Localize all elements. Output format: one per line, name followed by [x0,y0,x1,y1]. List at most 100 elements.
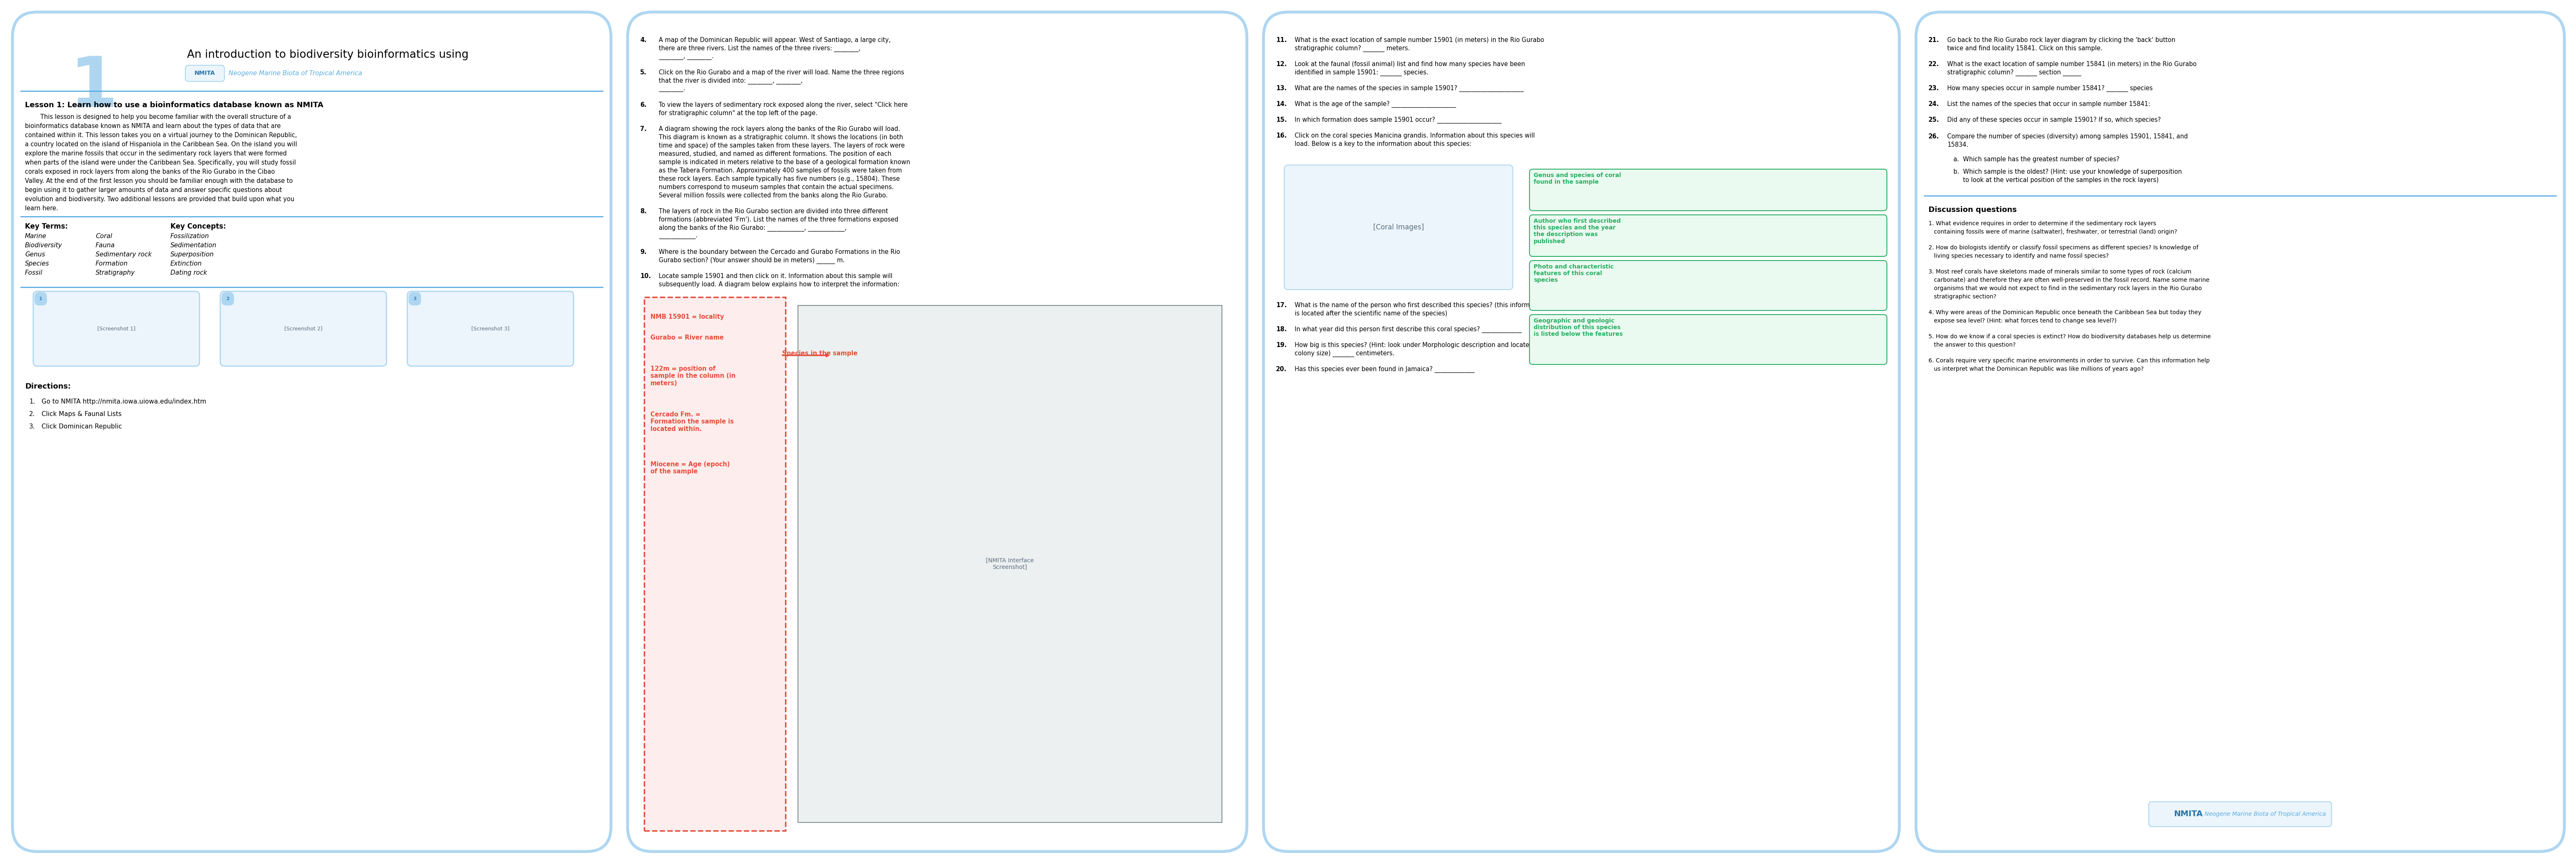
Text: 9.: 9. [639,249,647,255]
Text: Discussion questions: Discussion questions [1929,206,2017,213]
Text: measured, studied, and named as different formations. The position of each: measured, studied, and named as differen… [659,151,891,157]
Text: 4. Why were areas of the Dominican Republic once beneath the Caribbean Sea but t: 4. Why were areas of the Dominican Repub… [1929,309,2202,315]
Text: Gurabo = River name: Gurabo = River name [652,334,724,340]
Text: identified in sample 15901: _______ species.: identified in sample 15901: _______ spec… [1296,69,1427,76]
Text: explore the marine fossils that occur in the sedimentary rock layers that were f: explore the marine fossils that occur in… [26,150,286,156]
Text: evolution and biodiversity. Two additional lessons are provided that build upon : evolution and biodiversity. Two addition… [26,196,294,202]
Text: Locate sample 15901 and then click on it. Information about this sample will: Locate sample 15901 and then click on it… [659,273,891,279]
Text: A map of the Dominican Republic will appear. West of Santiago, a large city,: A map of the Dominican Republic will app… [659,37,891,43]
Text: 1. What evidence requires in order to determine if the sedimentary rock layers: 1. What evidence requires in order to de… [1929,220,2156,226]
Text: The layers of rock in the Rio Gurabo section are divided into three different: The layers of rock in the Rio Gurabo sec… [659,208,889,214]
Text: 4.: 4. [639,37,647,43]
Text: corals exposed in rock layers from along the banks of the Rio Gurabo in the Ciba: corals exposed in rock layers from along… [26,168,276,175]
Text: NMITA: NMITA [2174,810,2202,818]
Text: Did any of these species occur in sample 15901? If so, which species?: Did any of these species occur in sample… [1947,117,2161,123]
Text: 21.: 21. [1929,37,1940,43]
Text: Lesson 1: Learn how to use a bioinformatics database known as NMITA: Lesson 1: Learn how to use a bioinformat… [26,101,325,109]
Text: In what year did this person first describe this coral species? _____________: In what year did this person first descr… [1296,327,1522,333]
Text: How many species occur in sample number 15841? _______ species: How many species occur in sample number … [1947,86,2154,92]
Text: containing fossils were of marine (saltwater), freshwater, or terrestrial (land): containing fossils were of marine (saltw… [1929,229,2177,235]
Text: 1: 1 [39,296,41,301]
Text: 13.: 13. [1275,86,1288,92]
Text: us interpret what the Dominican Republic was like millions of years ago?: us interpret what the Dominican Republic… [1929,366,2143,372]
Text: An introduction to biodiversity bioinformatics using: An introduction to biodiversity bioinfor… [188,49,469,60]
Text: sample is indicated in meters relative to the base of a geological formation kno: sample is indicated in meters relative t… [659,159,909,165]
Text: What is the exact location of sample number 15841 (in meters) in the Rio Gurabo: What is the exact location of sample num… [1947,61,2197,67]
Text: is located after the scientific name of the species): is located after the scientific name of … [1296,310,1448,317]
Text: these rock layers. Each sample typically has five numbers (e.g., 15804). These: these rock layers. Each sample typically… [659,175,899,182]
Text: Species: Species [26,261,49,267]
Text: 23.: 23. [1929,86,1940,92]
Text: Key Concepts:: Key Concepts: [170,223,227,230]
Text: 16.: 16. [1275,132,1288,139]
Text: [NMITA Interface
Screenshot]: [NMITA Interface Screenshot] [987,557,1033,570]
Text: 25.: 25. [1929,117,1940,123]
Text: A diagram showing the rock layers along the banks of the Rio Gurabo will load.: A diagram showing the rock layers along … [659,126,899,132]
Text: What are the names of the species in sample 15901? _____________________: What are the names of the species in sam… [1296,86,1522,92]
FancyBboxPatch shape [629,12,1247,852]
Text: 122m = position of
sample in the column (in
meters): 122m = position of sample in the column … [652,365,737,386]
Text: Click on the coral species Manicina grandis. Information about this species will: Click on the coral species Manicina gran… [1296,132,1535,139]
Text: stratigraphic column? _______ meters.: stratigraphic column? _______ meters. [1296,45,1409,52]
FancyBboxPatch shape [222,291,386,366]
Text: subsequently load. A diagram below explains how to interpret the information:: subsequently load. A diagram below expla… [659,282,899,288]
Text: 2: 2 [227,296,229,301]
Text: 5. How do we know if a coral species is extinct? How do biodiversity databases h: 5. How do we know if a coral species is … [1929,334,2210,340]
Text: to look at the vertical position of the samples in the rock layers): to look at the vertical position of the … [1953,177,2159,183]
Text: Neogene Marine Biota of Tropical America: Neogene Marine Biota of Tropical America [229,70,363,76]
Text: 2. How do biologists identify or classify fossil specimens as different species?: 2. How do biologists identify or classif… [1929,245,2197,251]
Text: when parts of the island were under the Caribbean Sea. Specifically, you will st: when parts of the island were under the … [26,160,296,166]
Text: ____________.: ____________. [659,233,698,239]
Text: numbers correspond to museum samples that contain the actual specimens.: numbers correspond to museum samples tha… [659,184,894,190]
Text: twice and find locality 15841. Click on this sample.: twice and find locality 15841. Click on … [1947,45,2102,52]
Text: Has this species ever been found in Jamaica? _____________: Has this species ever been found in Jama… [1296,366,1473,373]
Text: a country located on the island of Hispaniola in the Caribbean Sea. On the islan: a country located on the island of Hispa… [26,142,296,148]
Text: b.  Which sample is the oldest? (Hint: use your knowledge of superposition: b. Which sample is the oldest? (Hint: us… [1953,168,2182,175]
Text: 12.: 12. [1275,61,1288,67]
Text: 19.: 19. [1275,342,1288,348]
Text: load. Below is a key to the information about this species:: load. Below is a key to the information … [1296,141,1471,147]
Text: [Coral Images]: [Coral Images] [1373,224,1425,231]
Text: [Screenshot 2]: [Screenshot 2] [283,326,322,332]
Text: Formation: Formation [95,261,129,267]
Text: Neogene Marine Biota of Tropical America: Neogene Marine Biota of Tropical America [2202,811,2326,817]
Text: Dating rock: Dating rock [170,270,206,276]
Text: Click Dominican Republic: Click Dominican Republic [41,423,121,429]
Text: 7.: 7. [639,126,647,132]
FancyBboxPatch shape [2148,802,2331,827]
Text: Author who first described
this species and the year
the description was
publish: Author who first described this species … [1533,219,1620,245]
Text: stratigraphic column? _______ section ______: stratigraphic column? _______ section __… [1947,69,2081,76]
Text: time and space) of the samples taken from these layers. The layers of rock were: time and space) of the samples taken fro… [659,143,904,149]
Text: Cercado Fm. =
Formation the sample is
located within.: Cercado Fm. = Formation the sample is lo… [652,411,734,432]
Text: Extinction: Extinction [170,261,201,267]
Text: NMITA: NMITA [196,70,216,76]
Text: 17.: 17. [1275,302,1288,308]
Text: a.  Which sample has the greatest number of species?: a. Which sample has the greatest number … [1953,156,2120,162]
Text: ________, ________.: ________, ________. [659,54,714,60]
FancyBboxPatch shape [407,291,574,366]
Text: 1.: 1. [28,398,36,404]
Text: contained within it. This lesson takes you on a virtual journey to the Dominican: contained within it. This lesson takes y… [26,132,296,138]
Text: [Screenshot 1]: [Screenshot 1] [98,326,137,332]
FancyBboxPatch shape [799,306,1221,823]
Text: Genus: Genus [26,251,46,257]
Text: Compare the number of species (diversity) among samples 15901, 15841, and: Compare the number of species (diversity… [1947,133,2187,140]
Text: ________.: ________. [659,86,685,92]
Text: learn here.: learn here. [26,206,59,212]
Text: Several million fossils were collected from the banks along the Rio Gurabo.: Several million fossils were collected f… [659,193,889,199]
Text: there are three rivers. List the names of the three rivers: ________,: there are three rivers. List the names o… [659,45,860,52]
Text: List the names of the species that occur in sample number 15841:: List the names of the species that occur… [1947,101,2151,107]
Text: 3: 3 [412,296,417,301]
Text: [Screenshot 3]: [Screenshot 3] [471,326,510,332]
Text: carbonate) and therefore they are often well-preserved in the fossil record. Nam: carbonate) and therefore they are often … [1929,277,2210,283]
Text: Species in the sample: Species in the sample [783,350,858,357]
FancyBboxPatch shape [1530,261,1886,310]
Text: 20.: 20. [1275,366,1288,372]
Text: Sedimentation: Sedimentation [170,242,216,249]
Text: This lesson is designed to help you become familiar with the overall structure o: This lesson is designed to help you beco… [26,114,291,120]
Text: 10.: 10. [639,273,652,279]
Text: 6. Corals require very specific marine environments in order to survive. Can thi: 6. Corals require very specific marine e… [1929,358,2210,364]
Text: 5.: 5. [639,69,647,76]
Text: What is the age of the sample? _____________________: What is the age of the sample? _________… [1296,101,1455,108]
Text: for stratigraphic column" at the top left of the page.: for stratigraphic column" at the top lef… [659,110,817,117]
